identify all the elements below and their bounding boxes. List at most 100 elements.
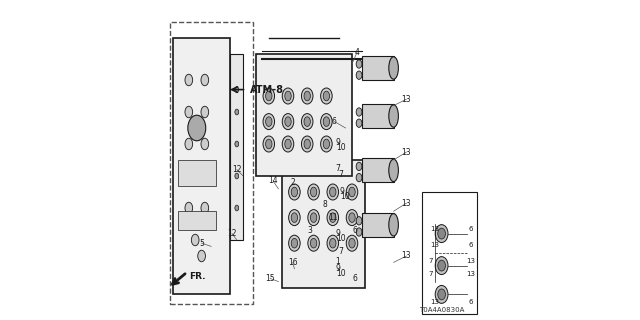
Ellipse shape [438, 289, 445, 300]
Text: 7: 7 [335, 164, 340, 172]
Ellipse shape [185, 74, 193, 86]
Ellipse shape [356, 162, 362, 171]
Ellipse shape [330, 238, 336, 248]
Ellipse shape [435, 257, 448, 275]
Ellipse shape [388, 57, 398, 79]
Ellipse shape [191, 234, 199, 246]
Text: 10: 10 [340, 192, 350, 201]
Ellipse shape [201, 138, 209, 150]
Text: 10: 10 [336, 234, 346, 243]
Text: 5: 5 [199, 239, 204, 248]
Text: 13: 13 [429, 226, 439, 232]
Text: 13: 13 [401, 199, 412, 208]
Ellipse shape [198, 250, 205, 262]
Ellipse shape [438, 228, 445, 239]
Text: 13: 13 [429, 242, 439, 248]
Ellipse shape [308, 210, 319, 226]
Ellipse shape [435, 285, 448, 303]
Text: 1: 1 [335, 257, 340, 266]
Text: 12: 12 [227, 229, 237, 238]
Text: FR.: FR. [189, 272, 205, 281]
Bar [178, 211, 216, 230]
Text: 16: 16 [288, 258, 298, 267]
Ellipse shape [438, 260, 445, 271]
Text: 13: 13 [401, 95, 412, 104]
Ellipse shape [185, 138, 193, 150]
Bar [230, 54, 243, 240]
Bar [362, 56, 394, 80]
Ellipse shape [330, 187, 336, 197]
Text: ATM-8: ATM-8 [250, 84, 284, 95]
Ellipse shape [235, 173, 239, 179]
Ellipse shape [263, 136, 275, 152]
Bar [282, 160, 365, 288]
Text: 9: 9 [335, 264, 340, 273]
Text: 6: 6 [468, 300, 473, 305]
Ellipse shape [310, 238, 317, 248]
Ellipse shape [323, 139, 330, 149]
Text: 13: 13 [401, 148, 412, 156]
Ellipse shape [321, 136, 332, 152]
Bar [422, 192, 477, 314]
Ellipse shape [327, 210, 339, 226]
Text: 6: 6 [352, 226, 357, 235]
Bar [173, 38, 230, 294]
Ellipse shape [388, 159, 398, 182]
Ellipse shape [188, 115, 206, 141]
Ellipse shape [356, 217, 362, 225]
Ellipse shape [185, 170, 193, 182]
Text: 7: 7 [339, 247, 343, 256]
Ellipse shape [235, 87, 239, 92]
Ellipse shape [282, 88, 294, 104]
Bar [256, 54, 352, 176]
Ellipse shape [266, 91, 272, 101]
Ellipse shape [285, 139, 291, 149]
Ellipse shape [266, 139, 272, 149]
Ellipse shape [349, 213, 355, 222]
Text: 2: 2 [291, 178, 295, 187]
Text: 6: 6 [468, 242, 473, 248]
Ellipse shape [388, 105, 398, 127]
Ellipse shape [356, 60, 362, 68]
Text: 15: 15 [265, 274, 275, 283]
Ellipse shape [263, 114, 275, 130]
Ellipse shape [330, 213, 336, 222]
Ellipse shape [235, 109, 239, 115]
Ellipse shape [346, 210, 358, 226]
Ellipse shape [291, 238, 298, 248]
Text: 7: 7 [428, 271, 433, 276]
Text: T0A4A0830A: T0A4A0830A [419, 308, 464, 313]
Ellipse shape [291, 187, 298, 197]
Ellipse shape [310, 187, 317, 197]
Ellipse shape [323, 91, 330, 101]
Ellipse shape [301, 114, 313, 130]
Ellipse shape [185, 106, 193, 118]
Ellipse shape [321, 88, 332, 104]
Ellipse shape [349, 238, 355, 248]
Ellipse shape [235, 205, 239, 211]
Ellipse shape [263, 88, 275, 104]
Text: 13: 13 [466, 258, 475, 264]
Ellipse shape [304, 139, 310, 149]
Ellipse shape [304, 117, 310, 126]
Ellipse shape [282, 136, 294, 152]
Ellipse shape [308, 235, 319, 251]
Text: 13: 13 [401, 252, 412, 260]
Ellipse shape [285, 117, 291, 126]
Ellipse shape [266, 117, 272, 126]
Ellipse shape [310, 213, 317, 222]
Bar [178, 160, 216, 186]
Ellipse shape [304, 91, 310, 101]
Text: 13: 13 [466, 271, 475, 276]
Ellipse shape [356, 228, 362, 236]
Text: 14: 14 [268, 176, 278, 185]
Text: 9: 9 [339, 188, 344, 196]
Ellipse shape [289, 235, 300, 251]
Bar [170, 22, 253, 304]
Ellipse shape [349, 187, 355, 197]
Ellipse shape [388, 214, 398, 236]
Ellipse shape [327, 235, 339, 251]
Text: 9: 9 [335, 229, 340, 238]
Text: 10: 10 [336, 143, 346, 152]
Bar [362, 158, 394, 182]
